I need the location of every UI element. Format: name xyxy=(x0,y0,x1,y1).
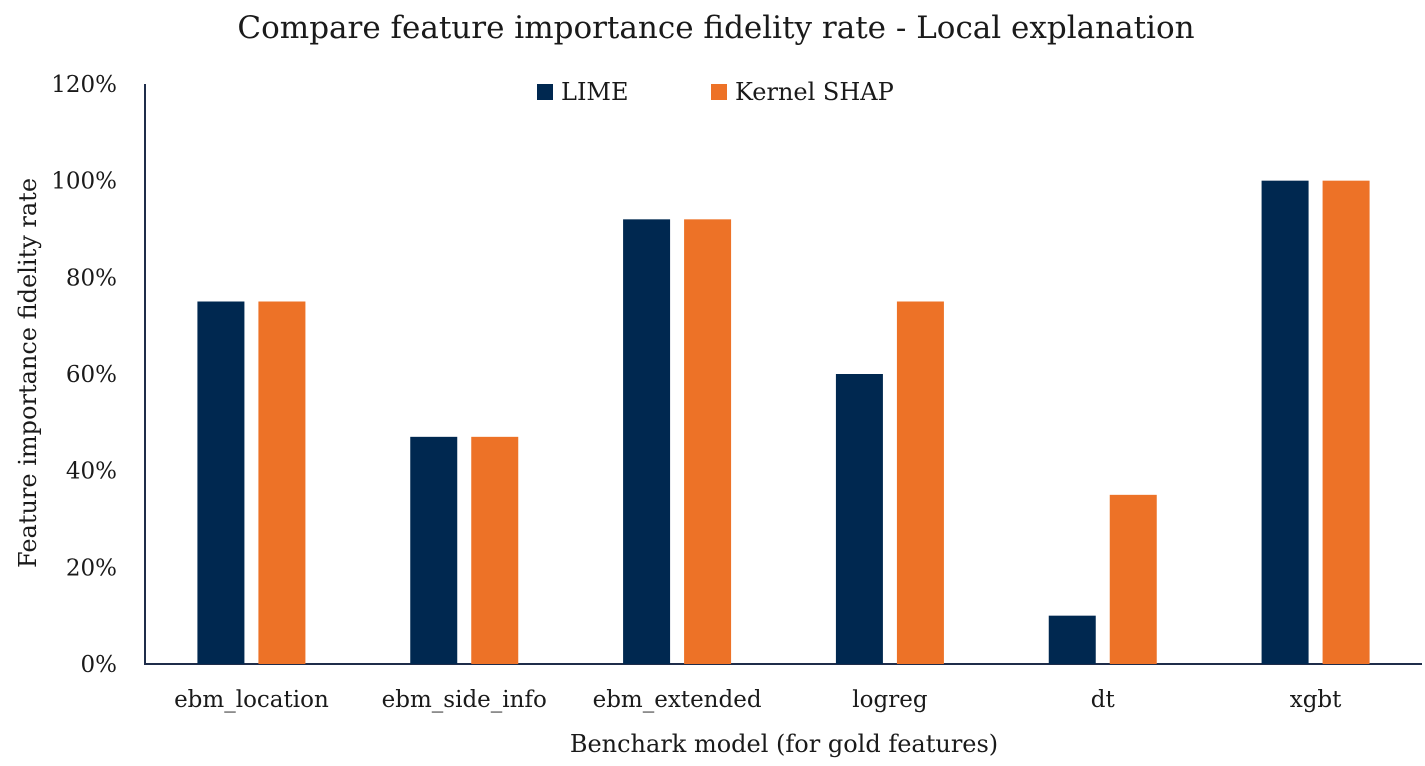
bar-group-dt xyxy=(1048,494,1157,664)
bar-group-ebm_extended xyxy=(623,219,732,665)
bar-group-ebm_side_info xyxy=(410,436,519,664)
legend-swatch xyxy=(537,84,553,100)
x-tick-label: logreg xyxy=(852,687,928,713)
bar-group-logreg xyxy=(835,301,944,664)
y-axis-label: Feature importance fidelity rate xyxy=(14,178,42,568)
bar-lime-ebm_extended xyxy=(623,219,671,665)
y-tick-labels: 0% 20% 40% 60% 80% 100% 120% xyxy=(51,72,117,678)
x-tick-label: ebm_side_info xyxy=(382,687,547,713)
bar-lime-dt xyxy=(1048,615,1096,664)
x-tick-label: ebm_extended xyxy=(593,687,762,713)
legend-label: LIME xyxy=(561,78,629,106)
bar-kernel-shap-logreg xyxy=(896,301,944,664)
x-tick-label: dt xyxy=(1091,687,1116,713)
bar-group-xgbt xyxy=(1261,180,1370,664)
y-tick-label: 40% xyxy=(66,459,117,485)
y-tick-label: 100% xyxy=(51,169,117,195)
y-tick-label: 60% xyxy=(66,362,117,388)
bar-kernel-shap-ebm_side_info xyxy=(471,436,519,664)
legend-item-lime: LIME xyxy=(537,78,629,106)
legend-item-kernel-shap: Kernel SHAP xyxy=(711,78,894,106)
x-tick-label: xgbt xyxy=(1290,687,1342,713)
bar-kernel-shap-dt xyxy=(1109,494,1157,664)
bar-kernel-shap-xgbt xyxy=(1322,180,1370,664)
bar-kernel-shap-ebm_location xyxy=(258,301,306,664)
y-tick-label: 20% xyxy=(66,555,117,581)
bar-kernel-shap-ebm_extended xyxy=(684,219,732,665)
bar-lime-logreg xyxy=(835,374,883,664)
bar-group-ebm_location xyxy=(197,301,306,664)
legend-swatch xyxy=(711,84,727,100)
bar-groups xyxy=(197,180,1370,665)
y-tick-label: 80% xyxy=(66,265,117,291)
bar-lime-ebm_side_info xyxy=(410,436,458,664)
legend-label: Kernel SHAP xyxy=(735,78,894,106)
y-tick-label: 120% xyxy=(51,72,117,98)
legend: LIME Kernel SHAP xyxy=(537,78,894,106)
x-axis-label: Benchark model (for gold features) xyxy=(570,730,998,758)
chart-title: Compare feature importance fidelity rate… xyxy=(237,10,1194,46)
bar-lime-ebm_location xyxy=(197,301,245,664)
y-tick-label: 0% xyxy=(81,652,118,678)
x-tick-labels: ebm_location ebm_side_info ebm_extended log… xyxy=(174,687,1342,713)
x-tick-label: ebm_location xyxy=(174,687,329,713)
bar-lime-xgbt xyxy=(1261,180,1309,664)
